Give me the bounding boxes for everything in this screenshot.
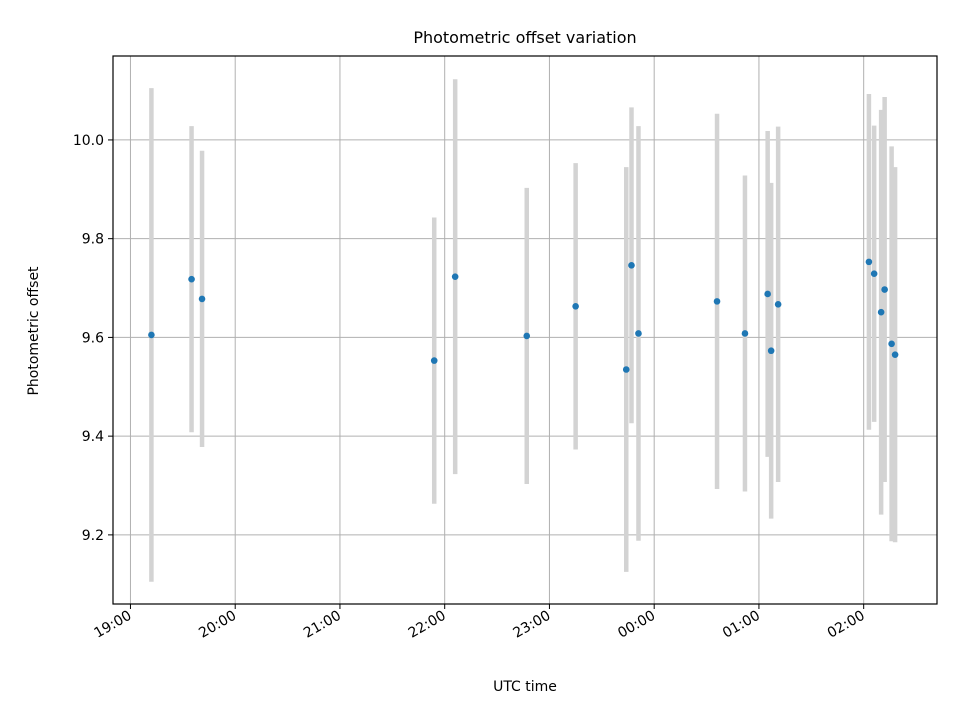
data-point xyxy=(572,303,579,310)
data-point xyxy=(148,331,155,339)
y-tick-label: 9.2 xyxy=(82,528,104,544)
data-points xyxy=(148,258,899,373)
data-point xyxy=(764,290,771,298)
x-axis-label: UTC time xyxy=(493,679,557,695)
data-point xyxy=(877,308,885,316)
data-point xyxy=(767,347,775,355)
data-point xyxy=(188,275,195,283)
data-point xyxy=(774,301,782,308)
data-point xyxy=(451,273,459,280)
data-point xyxy=(741,330,749,337)
chart-title: Photometric offset variation xyxy=(413,28,636,47)
data-point xyxy=(628,262,635,269)
data-point xyxy=(888,340,895,348)
data-point xyxy=(430,357,438,364)
y-axis-label: Photometric offset xyxy=(26,266,42,396)
data-point xyxy=(881,286,888,293)
data-point xyxy=(891,351,899,358)
y-tick-label: 9.8 xyxy=(82,232,104,248)
y-tick-label: 10.0 xyxy=(73,133,104,149)
data-point xyxy=(198,295,206,303)
y-axis-ticks: 9.2 9.4 9.6 9.8 10.0 xyxy=(73,133,113,544)
data-point xyxy=(635,330,642,337)
y-tick-label: 9.4 xyxy=(82,429,104,445)
grid xyxy=(113,56,937,604)
plot-frame xyxy=(112,55,938,605)
y-tick-label: 9.6 xyxy=(82,330,104,346)
data-point xyxy=(622,366,630,373)
data-point xyxy=(713,298,721,305)
data-point xyxy=(523,332,531,340)
data-point xyxy=(870,270,878,278)
data-point xyxy=(865,258,873,266)
